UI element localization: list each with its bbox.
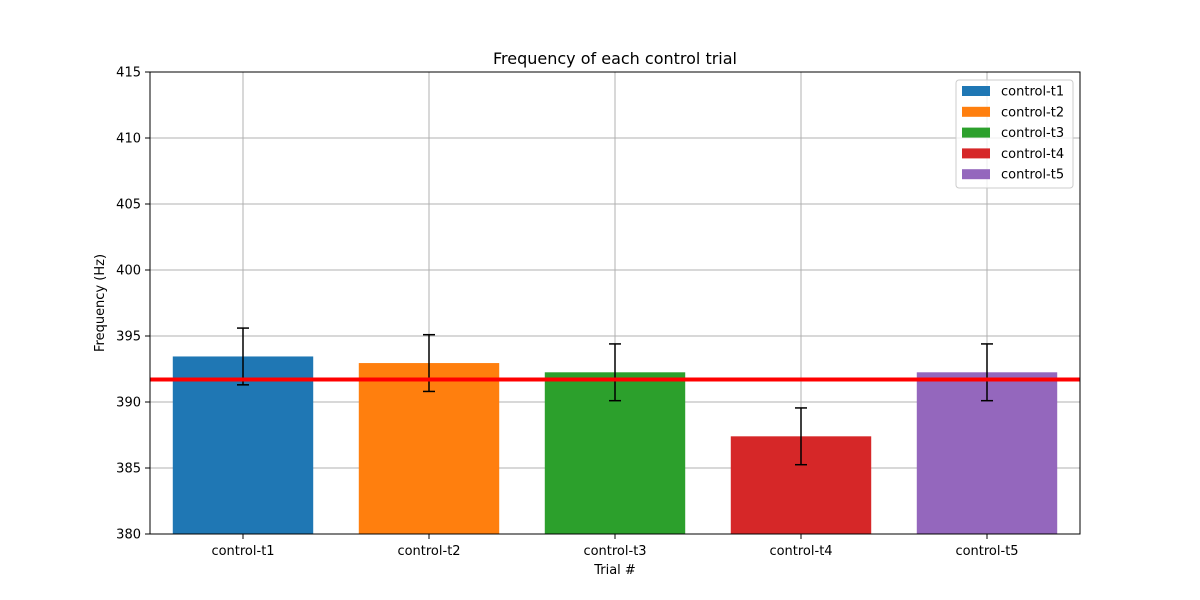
y-axis-label: Frequency (Hz) (93, 254, 108, 352)
y-tick-label: 405 (116, 198, 141, 213)
x-tick-label: control-t4 (769, 544, 832, 559)
legend-swatch (962, 86, 990, 96)
error-bars (237, 327, 993, 466)
legend-label: control-t5 (1001, 168, 1064, 183)
x-tick-label: control-t5 (955, 544, 1018, 559)
legend-label: control-t2 (1001, 105, 1064, 120)
y-tick-label: 380 (116, 528, 141, 543)
x-tick-label: control-t1 (211, 544, 274, 559)
y-tick-label: 390 (116, 396, 141, 411)
legend-label: control-t4 (1001, 147, 1064, 162)
legend-swatch (962, 148, 990, 159)
bar (172, 356, 314, 534)
x-axis-label: Trial # (593, 563, 636, 578)
y-tick-label: 395 (116, 330, 141, 345)
chart-title: Frequency of each control trial (493, 49, 737, 68)
y-tick-label: 410 (116, 132, 141, 147)
x-tick-label: control-t2 (397, 544, 460, 559)
legend-label: control-t1 (1001, 85, 1064, 100)
legend-swatch (962, 106, 990, 117)
legend-label: control-t3 (1001, 126, 1064, 141)
legend-swatch (962, 169, 990, 180)
bars (172, 356, 1058, 534)
legend: control-t1 control-t2 control-t3 control-t4… (955, 79, 1074, 189)
y-tick-label: 400 (116, 264, 141, 279)
y-tick-label: 385 (116, 462, 141, 477)
y-tick-label: 415 (116, 66, 141, 81)
y-axis-ticks: 380 385 390 395 400 405 410 415 (116, 66, 150, 543)
legend-swatch (962, 127, 990, 138)
x-axis-ticks: control-t1 control-t2 control-t3 control-t4… (211, 534, 1019, 559)
x-tick-label: control-t3 (583, 544, 646, 559)
